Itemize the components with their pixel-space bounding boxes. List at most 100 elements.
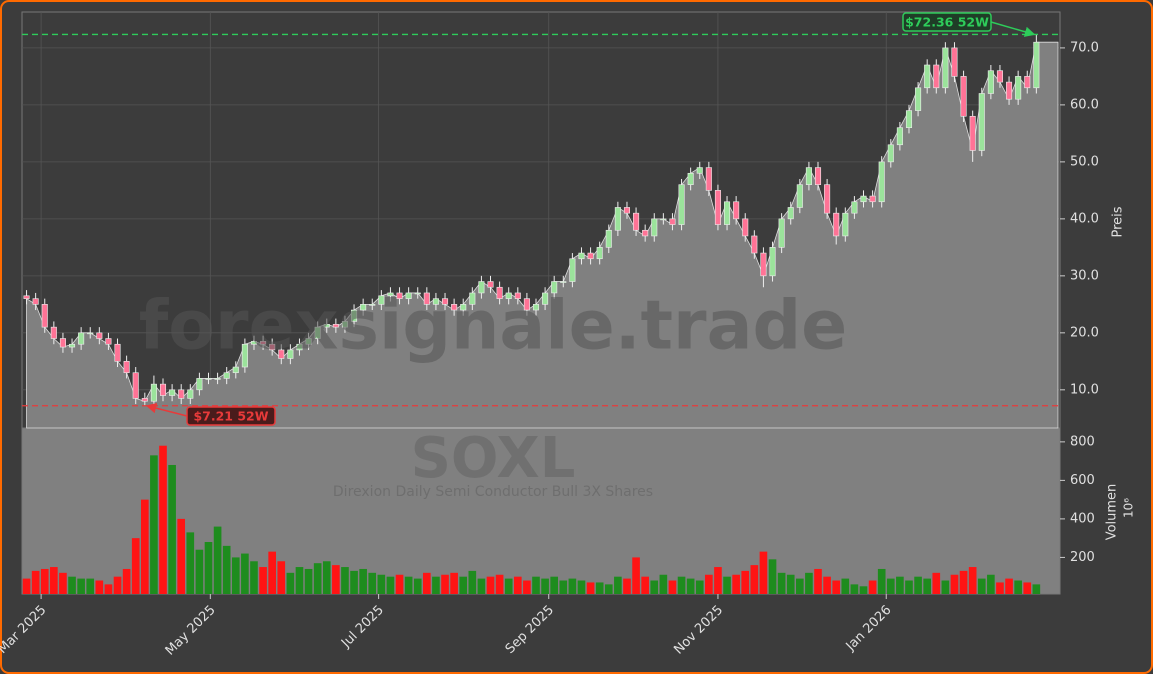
volume-bar (40, 568, 49, 594)
volume-bar (213, 526, 222, 594)
volume-bar (805, 572, 813, 594)
candle-body (733, 201, 740, 220)
volume-bar (732, 574, 740, 594)
volume-bar (313, 563, 322, 594)
candle-body (887, 144, 894, 163)
volume-bar (22, 578, 31, 594)
candle-body (332, 323, 339, 328)
volume-bar (222, 545, 231, 594)
candle-body (260, 341, 267, 345)
volume-bar (59, 572, 67, 594)
volume-bar (504, 578, 513, 594)
volume-bar (486, 576, 495, 594)
candle-body (141, 398, 148, 402)
volume-bar (277, 561, 286, 594)
candle-body (769, 247, 776, 277)
volume-bar (577, 580, 586, 594)
annotation-arrow (145, 402, 188, 417)
y-tick-label: 30.0 (1070, 268, 1099, 283)
volume-bar (650, 580, 659, 594)
volume-bar (659, 574, 668, 594)
candle-body (1015, 76, 1022, 100)
plot: 10.0 20.0 30.0 40.0 50.0 60.0 70.0 200 400 600 800… (0, 11, 1099, 659)
volume-bar (168, 464, 176, 594)
chart-subtitle: Direxion Daily Semi Conductor Bull 3X Sh… (333, 484, 653, 500)
candle-body (805, 167, 812, 185)
volume-bar (295, 567, 304, 594)
volume-bar (1032, 584, 1041, 594)
candle-body (905, 110, 913, 128)
candle-body (341, 321, 348, 328)
volume-bar (641, 576, 649, 594)
volume-bar (77, 578, 85, 594)
candle-body (387, 292, 394, 297)
candle-body (78, 332, 85, 345)
volume-bar (86, 578, 95, 594)
volume-bar (604, 584, 613, 594)
candle-body (514, 292, 521, 299)
y-tick-label: 20.0 (1070, 325, 1099, 340)
volume-bar (441, 574, 449, 594)
volume-bar (814, 568, 822, 594)
candle-body (551, 281, 558, 294)
volume-bar (923, 578, 932, 594)
volume-bar (159, 445, 167, 594)
volume-bar (459, 576, 468, 594)
volume-bar (741, 570, 750, 594)
candle-body (214, 378, 221, 380)
candle-body (569, 258, 576, 282)
candle-body (396, 292, 403, 299)
candle-body (669, 218, 676, 225)
candle-body (478, 281, 485, 294)
candle-body (269, 343, 276, 351)
candle-body (105, 338, 112, 345)
y-tick-label: 40.0 (1070, 211, 1099, 226)
volume-bar (523, 580, 531, 594)
candle-body (196, 378, 203, 391)
volume-bar (786, 574, 795, 594)
volume-bar (896, 576, 904, 594)
candle-body (660, 218, 667, 221)
volume-bar (714, 567, 722, 594)
candle-body (842, 212, 849, 237)
volume-bar (195, 549, 204, 594)
candle-body (969, 115, 976, 151)
candle-body (824, 184, 831, 214)
y2-tick-label: 200 (1070, 550, 1095, 565)
volume-bar (686, 578, 695, 594)
candle-body (159, 383, 167, 396)
volume-bar (31, 570, 40, 594)
candle-body (915, 87, 922, 111)
candle-body (869, 195, 876, 203)
candle-body (896, 127, 903, 146)
volume-bar (905, 580, 913, 594)
volume-bar (131, 538, 140, 594)
volume-bar (250, 561, 258, 594)
y2-tick-label: 600 (1070, 473, 1095, 488)
candle-body (760, 252, 767, 277)
candle-body (323, 323, 330, 328)
volume-bar (595, 582, 604, 594)
volume-bar (977, 578, 986, 594)
volume-bar (695, 580, 704, 594)
volume-bar (423, 572, 431, 594)
candle-body (578, 252, 585, 260)
volume-bar (987, 574, 995, 594)
candle-body (41, 304, 48, 328)
volume-bar (1005, 578, 1013, 594)
candle-body (205, 378, 212, 380)
candle-body (250, 341, 258, 345)
candle-body (496, 286, 503, 299)
candle-body (623, 207, 630, 214)
y-tick-label: 10.0 (1070, 382, 1099, 397)
candle-body (814, 167, 822, 185)
candle-body (851, 201, 858, 214)
volume-bar (932, 572, 941, 594)
candle-body (423, 292, 430, 305)
volume-bar (241, 553, 249, 594)
candle-body (696, 167, 703, 174)
volume-bar (750, 565, 759, 594)
volume-bar (413, 578, 422, 594)
